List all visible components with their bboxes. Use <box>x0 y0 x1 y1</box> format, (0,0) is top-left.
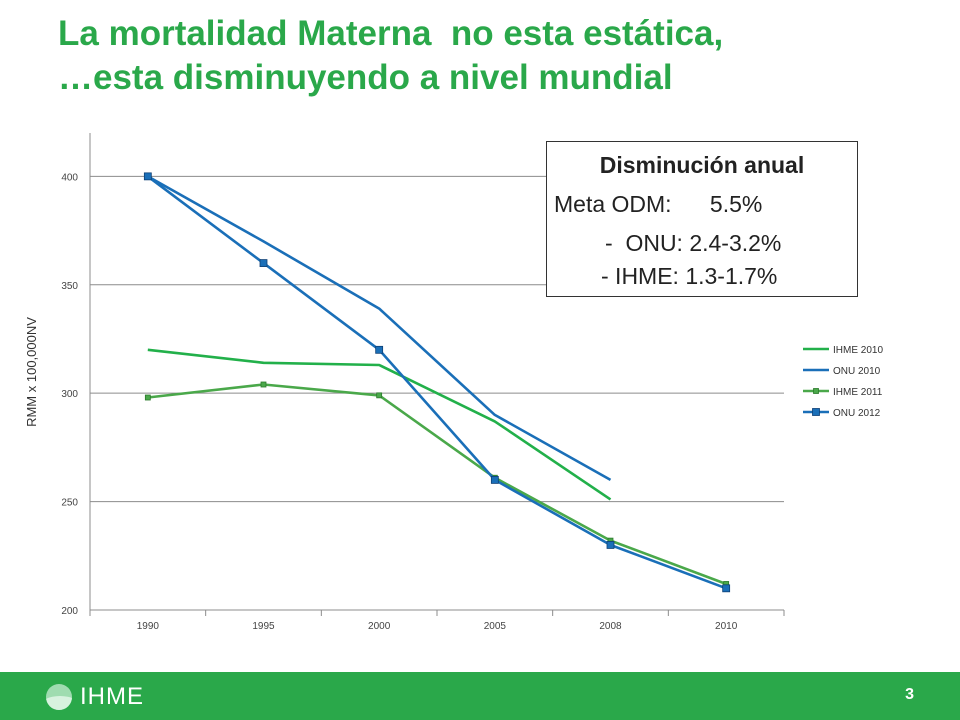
x-tick-label: 2010 <box>715 621 738 632</box>
series-point <box>260 381 267 388</box>
legend-label: ONU 2010 <box>833 366 881 377</box>
x-tick-label: 1990 <box>137 621 160 632</box>
y-tick-label: 200 <box>61 606 78 617</box>
y-tick-label: 300 <box>61 389 78 400</box>
series-point <box>144 394 151 401</box>
ihme-logo: IHME <box>46 682 206 712</box>
footer-bar: IHME 3 <box>0 672 960 720</box>
series-point <box>375 345 384 354</box>
annual-decline-box: Disminución anual Meta ODM: 5.5% - ONU: … <box>546 141 858 297</box>
slide-title: La mortalidad Materna no esta estática, … <box>58 12 938 100</box>
y-tick-label: 400 <box>61 172 78 183</box>
logo-text: IHME <box>80 683 144 710</box>
x-tick-label: 1995 <box>252 621 275 632</box>
infobox-line-odm: Meta ODM: 5.5% <box>554 191 763 217</box>
legend-label: ONU 2012 <box>833 408 881 419</box>
series-point <box>722 584 731 593</box>
y-tick-label: 350 <box>61 281 78 292</box>
legend-label: IHME 2011 <box>833 387 883 398</box>
infobox-line-ihme: - IHME: 1.3-1.7% <box>601 263 778 289</box>
y-axis-label: RMM x 100,000NV <box>24 317 39 427</box>
series-point <box>143 172 152 181</box>
legend-marker <box>813 388 819 394</box>
x-tick-label: 2005 <box>484 621 507 632</box>
title-line-1: La mortalidad Materna no esta estática, <box>58 14 724 53</box>
series-point <box>259 259 268 267</box>
ihme-logo-icon <box>46 684 72 710</box>
infobox-heading: Disminución anual <box>599 152 805 178</box>
series-point <box>376 392 383 399</box>
infobox-line-onu: - ONU: 2.4-3.2% <box>605 230 782 256</box>
x-tick-label: 2000 <box>368 621 391 632</box>
y-tick-label: 250 <box>61 498 78 509</box>
series-line <box>147 175 727 590</box>
series-line <box>147 175 612 482</box>
x-tick-label: 2008 <box>599 621 622 632</box>
series-line <box>147 383 727 586</box>
series-point <box>490 476 499 484</box>
title-line-2: …esta disminuyendo a nivel mundial <box>58 58 673 97</box>
legend-marker <box>812 408 820 416</box>
series-line <box>147 348 612 501</box>
page-number: 3 <box>905 686 914 703</box>
series-point <box>606 541 615 549</box>
legend-label: IHME 2010 <box>833 345 883 356</box>
